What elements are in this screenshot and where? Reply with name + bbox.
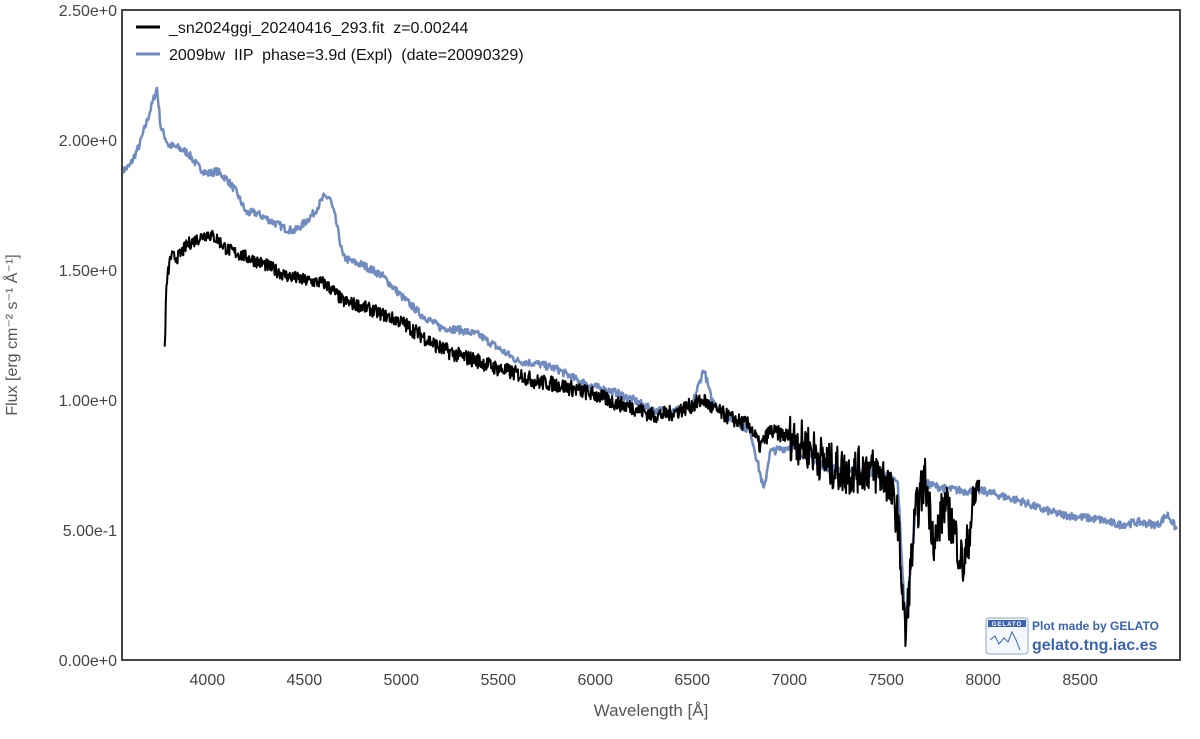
series-line-template — [123, 86, 1178, 628]
gelato-watermark: GELATO Plot made by GELATO gelato.tng.ia… — [985, 617, 1159, 655]
plot-frame — [121, 9, 1181, 661]
x-tick-label: 4000 — [190, 672, 226, 689]
y-tick-label: 2.50e+0 — [59, 3, 117, 20]
legend-entry-observed: _sn2024ggi_20240416_293.fit z=0.00244 — [168, 20, 468, 37]
y-tick-label: 2.00e+0 — [59, 133, 117, 150]
y-tick-label: 1.00e+0 — [59, 393, 117, 410]
x-tick-label: 8000 — [965, 672, 1001, 689]
series-line-observed — [163, 229, 981, 648]
y-axis-label: Flux [erg cm⁻² s⁻¹ Å⁻¹] — [2, 254, 21, 415]
legend-entry-template: 2009bw IIP phase=3.9d (Expl) (date=20090… — [169, 47, 524, 64]
legend: _sn2024ggi_20240416_293.fit z=0.00244 20… — [136, 20, 524, 64]
gelato-logo-text: GELATO — [992, 622, 1022, 628]
x-tick-label: 7000 — [771, 672, 807, 689]
x-tick-label: 5500 — [480, 672, 516, 689]
watermark-line2: gelato.tng.iac.es — [1032, 637, 1157, 654]
x-axis-label: Wavelength [Å] — [594, 701, 709, 720]
x-tick-label: 6000 — [577, 672, 613, 689]
x-tick-label: 7500 — [868, 672, 904, 689]
x-tick-label: 6500 — [674, 672, 710, 689]
watermark-line1: Plot made by GELATO — [1032, 619, 1159, 633]
x-tick-label: 8500 — [1062, 672, 1098, 689]
x-tick-label: 4500 — [287, 672, 323, 689]
x-tick-label: 5000 — [383, 672, 419, 689]
y-tick-label: 5.00e-1 — [63, 523, 117, 540]
y-tick-label: 0.00e+0 — [59, 653, 117, 670]
y-tick-label: 1.50e+0 — [59, 263, 117, 280]
